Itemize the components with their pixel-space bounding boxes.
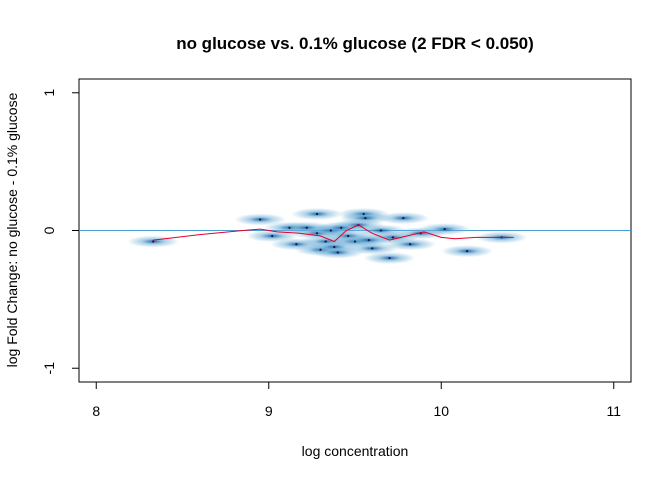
data-point	[315, 212, 319, 216]
y-axis-label: log Fold Change: no glucose - 0.1% gluco…	[4, 92, 20, 367]
data-point	[443, 228, 446, 231]
x-tick-label: 8	[92, 403, 100, 419]
data-point	[329, 229, 332, 232]
data-point	[340, 226, 343, 229]
data-point	[391, 236, 395, 239]
y-tick-label: 1	[41, 89, 57, 97]
chart-title: no glucose vs. 0.1% glucose (2 FDR < 0.0…	[176, 34, 534, 53]
data-point	[409, 243, 412, 246]
x-axis-label: log concentration	[302, 443, 409, 459]
data-point	[315, 232, 319, 235]
data-point	[288, 226, 291, 229]
y-axis: -1 0 1	[41, 89, 79, 375]
data-point	[364, 217, 367, 220]
point-layer	[152, 212, 503, 260]
data-point	[152, 240, 155, 243]
loess-layer	[153, 224, 514, 243]
data-point	[379, 229, 382, 232]
data-point	[353, 240, 357, 243]
x-tick-label: 9	[265, 403, 273, 419]
data-point	[305, 226, 308, 229]
x-tick-label: 10	[433, 403, 449, 419]
x-tick-label: 11	[606, 403, 621, 419]
data-point	[271, 234, 274, 238]
data-point	[324, 240, 327, 243]
x-axis: 8 9 10 11	[92, 382, 621, 419]
data-point	[295, 243, 298, 246]
data-point	[347, 234, 350, 238]
data-point	[333, 245, 336, 249]
data-point	[371, 247, 374, 250]
loess-fit-line	[153, 224, 514, 243]
data-point	[367, 239, 370, 242]
data-point	[319, 248, 322, 251]
data-point	[336, 251, 339, 254]
y-tick-label: 0	[41, 226, 57, 234]
data-point	[259, 218, 262, 221]
data-point	[402, 217, 405, 220]
data-point	[466, 250, 469, 253]
y-tick-label: -1	[41, 362, 57, 375]
data-point	[362, 212, 365, 216]
data-point	[388, 256, 391, 260]
